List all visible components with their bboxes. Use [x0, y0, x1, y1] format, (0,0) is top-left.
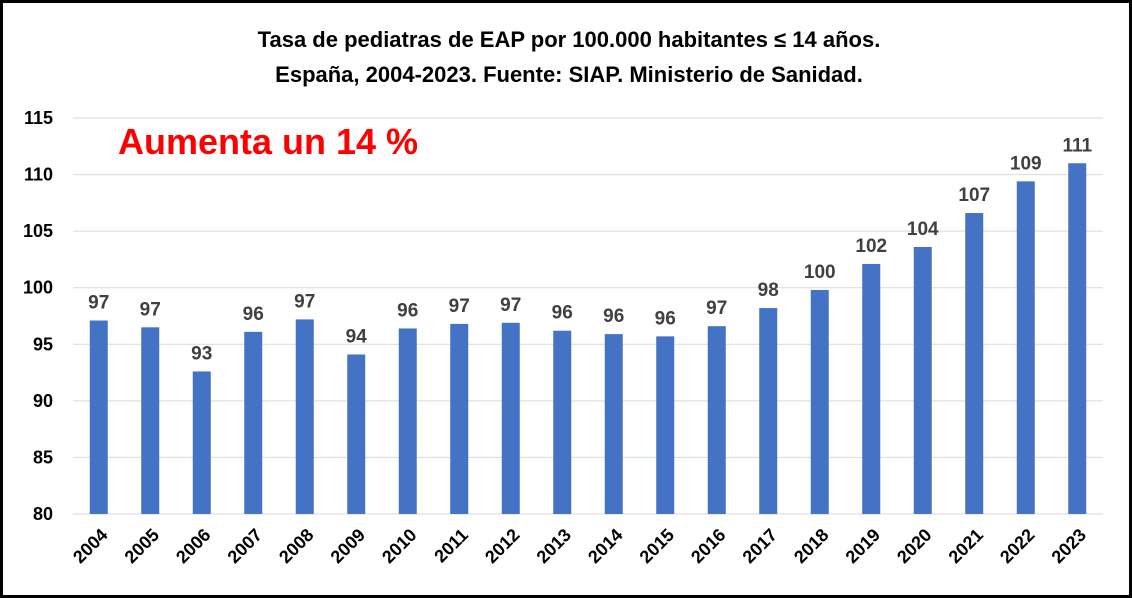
data-label-2010: 96	[397, 300, 418, 321]
bars	[89, 163, 1087, 515]
data-label-2009: 94	[346, 326, 368, 347]
data-label-2007: 96	[243, 304, 264, 325]
bar-2011	[450, 323, 469, 514]
x-tick-label-2020: 2020	[893, 525, 935, 567]
x-tick-label-2016: 2016	[687, 525, 729, 567]
x-tick-label-2017: 2017	[739, 525, 781, 567]
x-tick-label-2021: 2021	[945, 525, 987, 567]
y-tick-label: 105	[23, 221, 53, 241]
y-tick-label: 115	[24, 108, 53, 128]
x-tick-label-2010: 2010	[378, 525, 420, 567]
bar-2020	[913, 246, 932, 515]
x-tick-label-2018: 2018	[790, 525, 832, 567]
x-tick-label-2004: 2004	[69, 525, 111, 567]
y-tick-label: 95	[33, 334, 53, 354]
y-tick-label: 110	[24, 165, 53, 185]
y-tick-label: 100	[23, 278, 53, 298]
x-tick-label-2011: 2011	[430, 525, 472, 567]
bar-2017	[759, 308, 778, 514]
data-label-2015: 96	[655, 308, 676, 329]
bar-2012	[501, 322, 520, 514]
x-tick-label-2023: 2023	[1048, 525, 1090, 567]
data-label-2021: 107	[958, 185, 990, 206]
bar-2019	[862, 263, 881, 514]
bar-2005	[141, 327, 160, 514]
gridlines	[73, 117, 1103, 515]
x-tick-label-2014: 2014	[584, 525, 626, 567]
x-tick-label-2007: 2007	[224, 525, 266, 567]
x-tick-label-2006: 2006	[172, 525, 214, 567]
y-tick-label: 80	[33, 504, 53, 524]
data-label-2011: 97	[449, 296, 470, 317]
data-label-2020: 104	[907, 219, 939, 240]
bar-2021	[965, 213, 984, 515]
data-label-2008: 97	[294, 291, 315, 312]
bar-2018	[810, 289, 829, 514]
data-label-2016: 97	[706, 298, 727, 319]
data-label-2014: 96	[603, 306, 624, 327]
x-tick-label-2013: 2013	[533, 525, 575, 567]
data-label-2018: 100	[804, 262, 836, 283]
data-label-2022: 109	[1010, 153, 1042, 174]
y-tick-label: 85	[33, 447, 53, 467]
data-label-2019: 102	[855, 236, 887, 257]
bar-2023	[1068, 163, 1087, 514]
chart-title: Tasa de pediatras de EAP por 100.000 hab…	[258, 27, 881, 52]
bar-2014	[604, 334, 623, 514]
bar-2006	[192, 371, 211, 514]
bar-2015	[656, 336, 675, 514]
x-tick-label-2019: 2019	[842, 525, 884, 567]
bar-chart: Tasa de pediatras de EAP por 100.000 hab…	[23, 27, 1103, 567]
x-tick-label-2008: 2008	[275, 525, 317, 567]
x-tick-label-2015: 2015	[636, 525, 678, 567]
y-axis-ticks: 80 85 90 95 100 105 110 115	[23, 108, 53, 524]
data-label-2006: 93	[191, 343, 212, 364]
bar-2010	[398, 328, 417, 514]
data-label-2012: 97	[500, 295, 521, 316]
data-labels: 97 97 93 96 97 94 96 97 97 96 96 96 97 98 100 102 104 107…	[88, 135, 1092, 364]
data-label-2004: 97	[88, 293, 109, 314]
data-label-2017: 98	[758, 280, 779, 301]
bar-2007	[244, 331, 263, 514]
bar-2009	[347, 354, 366, 514]
bar-2022	[1016, 181, 1035, 515]
data-label-2013: 96	[552, 303, 573, 324]
x-tick-label-2022: 2022	[996, 525, 1038, 567]
x-tick-label-2009: 2009	[327, 525, 369, 567]
x-tick-label-2012: 2012	[481, 525, 523, 567]
bar-2004	[89, 320, 108, 514]
data-label-2005: 97	[140, 299, 161, 320]
bar-2008	[295, 319, 314, 514]
x-tick-label-2005: 2005	[121, 525, 163, 567]
chart-annotation: Aumenta un 14 %	[118, 121, 418, 162]
bar-2013	[553, 330, 572, 514]
bar-2016	[707, 326, 726, 514]
data-label-2023: 111	[1062, 135, 1092, 156]
chart-subtitle: España, 2004-2023. Fuente: SIAP. Ministe…	[275, 62, 863, 87]
x-axis-ticks: 2004 2005 2006 2007 2008 2009 2010 2011 2012 2013…	[69, 525, 1090, 567]
y-tick-label: 90	[33, 391, 53, 411]
